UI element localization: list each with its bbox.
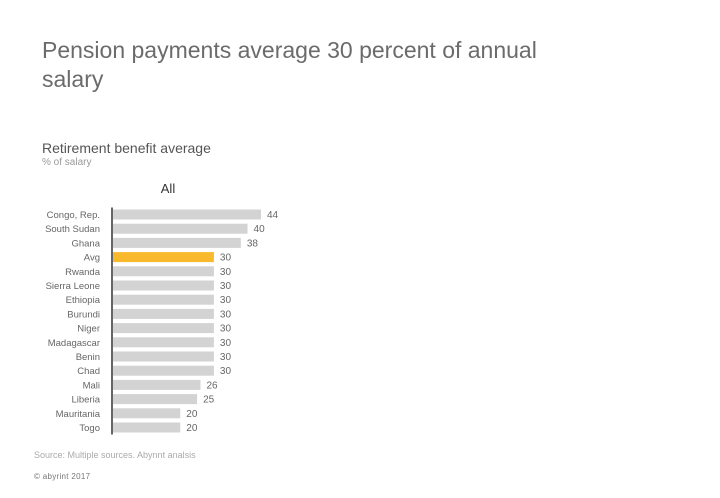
- value-label-avg: 30: [220, 253, 232, 264]
- bar-chad: [113, 365, 214, 376]
- panel-title: All: [160, 181, 176, 196]
- category-label-benin: Benin: [76, 352, 100, 363]
- value-label-chad: 30: [220, 366, 232, 377]
- category-label-burundi: Burundi: [67, 309, 100, 320]
- bar-mali: [113, 379, 201, 390]
- value-label-south-sudan: 40: [254, 224, 266, 235]
- bar-benin: [113, 351, 214, 362]
- category-label-liberia: Liberia: [71, 395, 100, 406]
- bar-rwanda: [113, 266, 214, 277]
- value-label-mauritania: 20: [186, 409, 198, 420]
- chart-headline: Pension payments average 30 percent of a…: [42, 37, 537, 92]
- bar-avg: [113, 252, 214, 263]
- category-label-avg: Avg: [84, 253, 100, 264]
- bar-madagascar: [113, 337, 214, 348]
- category-label-sierra-leone: Sierra Leone: [46, 281, 100, 292]
- bar-congo-rep: [113, 209, 261, 220]
- value-label-benin: 30: [220, 352, 232, 363]
- value-label-mali: 26: [206, 380, 218, 391]
- value-label-ghana: 38: [247, 238, 259, 249]
- category-label-rwanda: Rwanda: [65, 267, 101, 278]
- category-label-togo: Togo: [79, 423, 100, 434]
- category-label-ghana: Ghana: [71, 238, 100, 249]
- value-label-burundi: 30: [220, 309, 232, 320]
- category-label-south-sudan: South Sudan: [45, 224, 100, 235]
- category-label-congo-rep: Congo, Rep.: [47, 210, 100, 221]
- bar-ethiopia: [113, 294, 214, 305]
- bar-niger: [113, 323, 214, 334]
- bar-ghana: [113, 237, 241, 248]
- category-label-chad: Chad: [77, 366, 100, 377]
- copyright-note: © abyrint 2017: [34, 472, 91, 481]
- value-label-sierra-leone: 30: [220, 281, 232, 292]
- category-label-niger: Niger: [77, 324, 100, 335]
- value-label-congo-rep: 44: [267, 210, 279, 221]
- category-label-mauritania: Mauritania: [56, 409, 101, 420]
- value-label-liberia: 25: [203, 395, 215, 406]
- value-label-rwanda: 30: [220, 267, 232, 278]
- category-label-mali: Mali: [83, 380, 100, 391]
- value-label-ethiopia: 30: [220, 295, 232, 306]
- category-label-madagascar: Madagascar: [48, 338, 100, 349]
- bar-togo: [113, 422, 181, 433]
- unit-label: % of salary: [42, 157, 92, 168]
- bar-sierra-leone: [113, 280, 214, 291]
- category-label-ethiopia: Ethiopia: [66, 295, 101, 306]
- bar-south-sudan: [113, 223, 248, 234]
- bar-mauritania: [113, 408, 181, 419]
- bar-liberia: [113, 394, 198, 405]
- value-label-niger: 30: [220, 324, 232, 335]
- value-label-togo: 20: [186, 423, 198, 434]
- value-label-madagascar: 30: [220, 338, 232, 349]
- source-note: Source: Multiple sources. Abynnt analsis: [34, 450, 196, 460]
- bar-burundi: [113, 308, 214, 319]
- chart-subtitle: Retirement benefit average: [42, 140, 211, 156]
